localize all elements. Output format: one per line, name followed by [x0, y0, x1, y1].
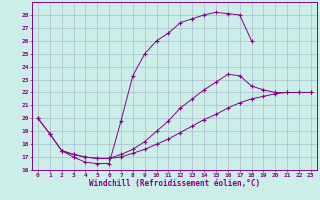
X-axis label: Windchill (Refroidissement éolien,°C): Windchill (Refroidissement éolien,°C) — [89, 179, 260, 188]
